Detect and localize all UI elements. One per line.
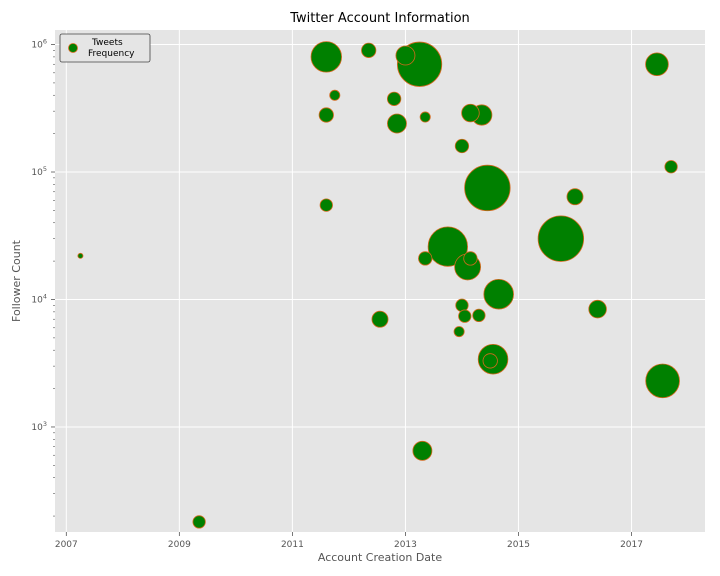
scatter-point bbox=[482, 353, 498, 369]
y-tick-label: 104 bbox=[31, 292, 47, 305]
scatter-point bbox=[371, 310, 389, 328]
scatter-point bbox=[664, 160, 678, 174]
x-tick-label: 2011 bbox=[281, 540, 304, 550]
y-tick-label: 105 bbox=[31, 165, 47, 178]
x-tick-label: 2009 bbox=[168, 540, 191, 550]
scatter-point bbox=[464, 164, 511, 212]
y-axis-ticks: 103 104 105 106 bbox=[31, 38, 55, 517]
scatter-point bbox=[419, 111, 431, 123]
legend: Tweets Frequency bbox=[59, 33, 151, 63]
x-tick-label: 2013 bbox=[394, 540, 417, 550]
scatter-point bbox=[566, 188, 584, 206]
scatter-point bbox=[455, 298, 469, 312]
scatter-point bbox=[361, 42, 377, 58]
scatter-point bbox=[461, 103, 480, 123]
x-axis-ticks: 2007 2009 2011 2013 2015 2017 bbox=[55, 532, 643, 550]
scatter-point bbox=[418, 251, 433, 266]
scatter-point bbox=[472, 308, 486, 323]
scatter-point bbox=[463, 251, 478, 266]
legend-box bbox=[59, 33, 151, 63]
scatter-point bbox=[77, 252, 84, 259]
scatter-point bbox=[329, 89, 341, 101]
legend-marker bbox=[68, 43, 78, 53]
x-axis-label: Account Creation Date bbox=[318, 551, 442, 564]
scatter-point bbox=[645, 52, 669, 77]
chart-title: Twitter Account Information bbox=[289, 11, 470, 26]
x-tick-label: 2017 bbox=[620, 540, 643, 550]
scatter-point bbox=[588, 299, 607, 319]
scatter-point bbox=[387, 113, 407, 134]
x-tick-label: 2015 bbox=[507, 540, 530, 550]
x-tick-label: 2007 bbox=[55, 540, 78, 550]
y-tick-label: 106 bbox=[31, 38, 47, 51]
scatter-point bbox=[318, 107, 334, 123]
scatter-point bbox=[412, 440, 433, 461]
scatter-point bbox=[395, 45, 416, 66]
scatter-point bbox=[454, 138, 470, 154]
scatter-point bbox=[453, 326, 465, 338]
scatter-point bbox=[645, 363, 680, 399]
scatter-point bbox=[319, 198, 333, 212]
y-tick-label: 103 bbox=[31, 420, 47, 433]
scatter-point bbox=[386, 91, 402, 106]
scatter-point bbox=[427, 226, 468, 267]
y-axis-label: Follower Count bbox=[10, 239, 23, 322]
plot-area bbox=[55, 30, 705, 532]
scatter-point bbox=[310, 41, 342, 73]
scatter-point bbox=[192, 515, 206, 529]
scatter-point bbox=[458, 309, 472, 323]
scatter-points bbox=[77, 41, 680, 529]
grid-layer bbox=[55, 30, 705, 532]
scatter-point bbox=[483, 278, 514, 310]
legend-label: Tweets Frequency bbox=[88, 38, 135, 59]
scatter-point bbox=[537, 215, 585, 262]
